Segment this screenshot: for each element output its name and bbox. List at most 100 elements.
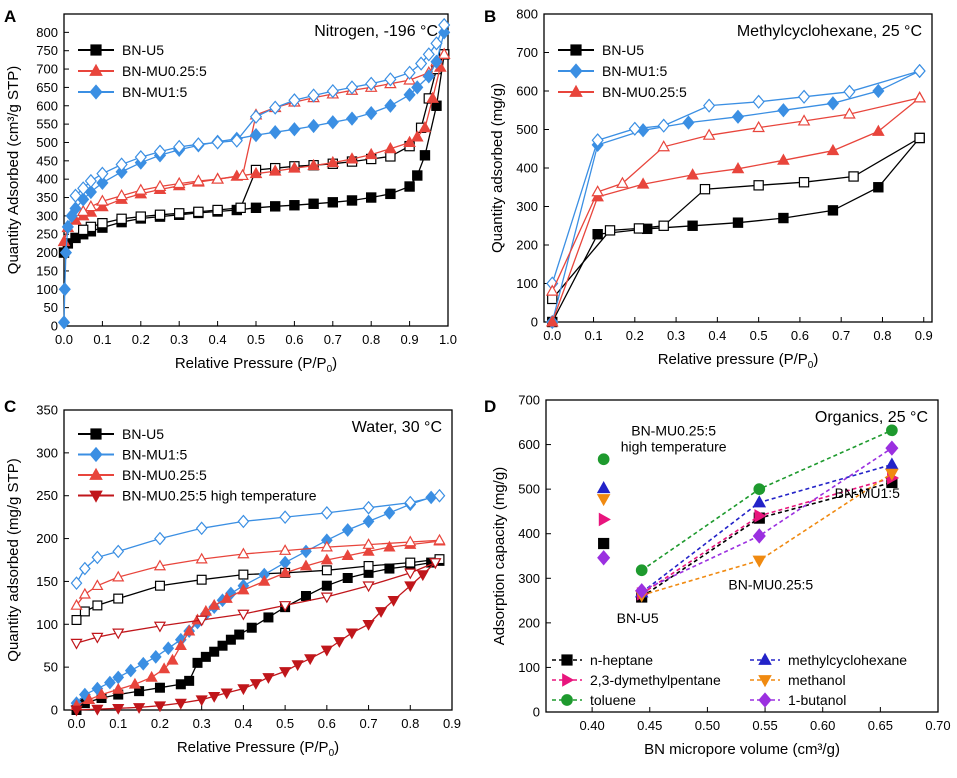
data-point (174, 208, 185, 219)
data-point (153, 701, 167, 713)
y-tick-label: 150 (36, 574, 58, 589)
data-point (885, 457, 899, 470)
data-point (153, 621, 167, 633)
data-point (96, 166, 109, 181)
data-point (279, 566, 292, 578)
high-temp-point (598, 512, 611, 527)
y-axis-label: Adsorption capacity (mg/g) (491, 467, 508, 645)
data-point (326, 115, 339, 130)
y-tick-label: 550 (36, 117, 58, 132)
data-point (366, 192, 377, 203)
data-point (797, 114, 811, 126)
x-tick-label: 0.9 (443, 716, 461, 731)
high-temp-point (597, 453, 610, 466)
legend-marker (758, 675, 772, 688)
data-point (269, 125, 282, 140)
data-point (116, 213, 127, 225)
legend-marker (561, 694, 573, 706)
x-tick-label: 0.2 (626, 328, 644, 343)
y-tick-label: 100 (516, 276, 538, 291)
data-point (91, 632, 104, 644)
y-tick-label: 50 (44, 300, 58, 315)
data-point (208, 598, 221, 610)
y-tick-label: 800 (516, 7, 538, 22)
data-point (383, 505, 396, 520)
data-point (797, 89, 811, 104)
data-point (268, 164, 282, 176)
data-point (137, 656, 150, 671)
data-point (153, 559, 167, 571)
legend-marker (569, 84, 583, 97)
data-point (320, 505, 333, 520)
x-axis-label-tail: ) (332, 355, 337, 372)
y-tick-label: 100 (36, 282, 58, 297)
data-point (346, 195, 358, 206)
x-tick-label: 0.7 (360, 716, 378, 731)
y-tick-label: 600 (36, 98, 58, 113)
data-point (195, 695, 208, 707)
data-point (383, 540, 396, 552)
data-point (635, 564, 648, 577)
data-point (134, 150, 147, 165)
x-tick-label: 0.40 (579, 718, 604, 733)
data-point (115, 164, 128, 179)
x-tick-label: 0.5 (247, 332, 265, 347)
x-tick-label: 0.1 (584, 328, 602, 343)
data-point (753, 180, 764, 191)
data-point (237, 609, 250, 621)
data-point (385, 188, 396, 200)
y-tick-label: 200 (36, 531, 58, 546)
x-tick-label: 0.2 (132, 332, 150, 347)
panel-a-chart: 0.0 0.1 0.2 0.3 0.4 0.5 0.6 0.7 0.8 0.9 1.0 0 50 100 1… (5, 13, 457, 375)
data-point (269, 100, 282, 115)
data-point (249, 127, 263, 143)
data-point (77, 181, 90, 196)
data-point (752, 120, 765, 133)
data-point (345, 152, 359, 164)
y-tick-label: 250 (36, 227, 58, 242)
x-axis-label: Relative pressure (P/P0) (658, 351, 819, 371)
data-point (96, 194, 109, 206)
data-point (246, 622, 257, 633)
legend-label: BN-U5 (122, 426, 164, 442)
y-tick-label: 400 (518, 526, 540, 541)
annotation-high-temp: BN-MU0.25:5 (631, 423, 716, 439)
y-tick-label: 350 (36, 403, 58, 418)
data-point (591, 185, 604, 197)
data-point (872, 124, 885, 136)
data-point (731, 109, 745, 124)
y-tick-label: 700 (518, 393, 540, 408)
data-point (657, 140, 671, 152)
x-tick-label: 0.70 (925, 718, 950, 733)
data-point (249, 679, 262, 690)
data-point (914, 132, 925, 144)
data-point (913, 63, 926, 79)
data-point (115, 157, 128, 172)
data-point (234, 629, 245, 640)
data-point (362, 544, 375, 556)
data-point (97, 218, 108, 229)
plot-frame (545, 399, 939, 713)
data-point (192, 657, 203, 668)
legend-label: n-heptane (590, 652, 653, 668)
y-tick-label: 350 (36, 190, 58, 205)
y-tick-label: 300 (36, 208, 58, 223)
data-point (82, 693, 96, 705)
data-point (433, 533, 446, 545)
data-point (885, 468, 899, 481)
data-point (124, 663, 137, 678)
y-tick-label: 800 (36, 25, 58, 40)
annotation-bnu5: BN-U5 (617, 610, 659, 626)
x-tick-label: 1.0 (439, 332, 457, 347)
legend-label: methanol (788, 672, 846, 688)
data-point (172, 176, 186, 189)
data-point (158, 662, 171, 674)
chart-title: Organics, 25 °C (815, 409, 928, 426)
data-point (84, 173, 97, 189)
data-point (384, 72, 397, 87)
data-point (365, 105, 378, 121)
data-point (128, 677, 142, 689)
data-point (76, 204, 90, 216)
data-point (249, 166, 263, 179)
